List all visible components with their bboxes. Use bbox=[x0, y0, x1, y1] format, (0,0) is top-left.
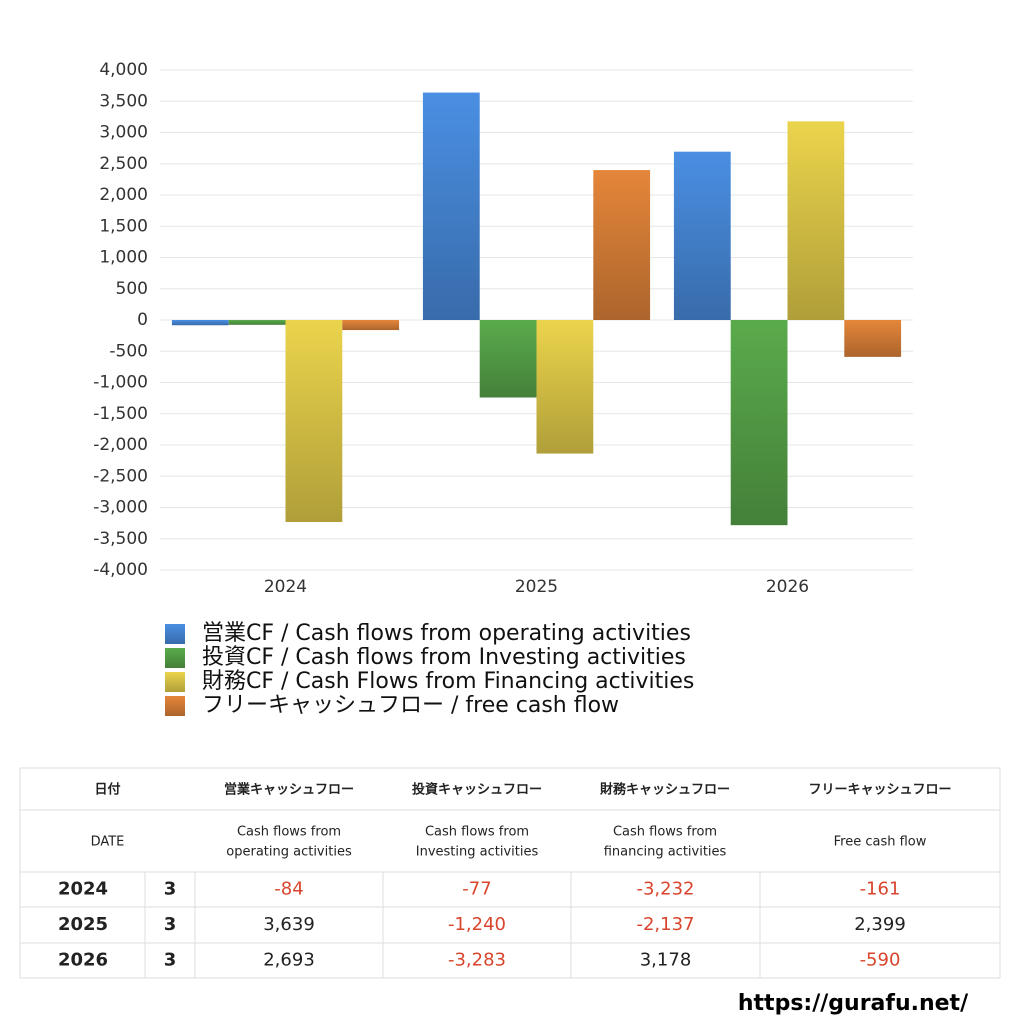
legend-swatch bbox=[165, 696, 185, 716]
y-tick-label: 500 bbox=[116, 279, 148, 299]
footer-url: https://gurafu.net/ bbox=[738, 991, 969, 1016]
table-header: 投資キャッシュフロー bbox=[412, 782, 542, 798]
table-subheader: Investing activities bbox=[416, 845, 539, 860]
legend-label: 財務CF / Cash Flows from Financing activit… bbox=[202, 669, 694, 694]
bar bbox=[342, 320, 400, 331]
bar bbox=[844, 320, 902, 357]
table-cell: 3,639 bbox=[263, 914, 315, 935]
legend-label: 投資CF / Cash flows from Investing activit… bbox=[202, 645, 686, 670]
table-cell: 3 bbox=[164, 879, 177, 900]
table-cell: 2,693 bbox=[263, 950, 315, 971]
y-tick-label: -4,000 bbox=[93, 560, 148, 580]
table-cell: 2025 bbox=[58, 914, 108, 935]
bar bbox=[285, 320, 343, 522]
bar bbox=[171, 320, 229, 326]
table-header: 日付 bbox=[94, 782, 120, 798]
table-cell: -590 bbox=[860, 950, 901, 971]
x-tick-label: 2026 bbox=[766, 577, 809, 597]
y-tick-label: -1,500 bbox=[93, 404, 148, 424]
table-subheader: financing activities bbox=[604, 845, 727, 860]
bar bbox=[593, 170, 651, 320]
legend-swatch bbox=[165, 672, 185, 692]
table-cell: 3,178 bbox=[640, 950, 692, 971]
y-tick-label: -2,000 bbox=[93, 435, 148, 455]
y-tick-label: -3,000 bbox=[93, 498, 148, 518]
table-subheader: Cash flows from bbox=[425, 825, 529, 840]
table-subheader: operating activities bbox=[226, 845, 352, 860]
table-cell: -161 bbox=[860, 879, 901, 900]
y-tick-label: 0 bbox=[137, 310, 148, 330]
legend-label: フリーキャッシュフロー / free cash flow bbox=[202, 693, 619, 718]
table-cell: 3 bbox=[164, 950, 177, 971]
x-tick-label: 2025 bbox=[515, 577, 558, 597]
table-subheader: Cash flows from bbox=[237, 825, 341, 840]
table-cell: -77 bbox=[462, 879, 491, 900]
table-cell: -3,283 bbox=[448, 950, 506, 971]
table-header: 営業キャッシュフロー bbox=[224, 782, 354, 798]
y-tick-label: 4,000 bbox=[99, 60, 148, 80]
x-tick-label: 2024 bbox=[264, 577, 307, 597]
y-tick-label: -3,500 bbox=[93, 529, 148, 549]
legend-label: 営業CF / Cash flows from operating activit… bbox=[202, 621, 691, 646]
table-cell: -84 bbox=[274, 879, 303, 900]
table-cell: 2026 bbox=[58, 950, 108, 971]
table-cell: 3 bbox=[164, 914, 177, 935]
y-tick-label: -2,500 bbox=[93, 466, 148, 486]
y-tick-label: 1,000 bbox=[99, 248, 148, 268]
bar bbox=[673, 151, 731, 320]
legend-swatch bbox=[165, 624, 185, 644]
y-tick-label: 2,500 bbox=[99, 154, 148, 174]
table-cell: -3,232 bbox=[636, 879, 694, 900]
table-subheader: Free cash flow bbox=[834, 835, 927, 850]
y-tick-label: -500 bbox=[109, 341, 148, 361]
bar bbox=[422, 92, 480, 320]
table-subheader: Cash flows from bbox=[613, 825, 717, 840]
legend-swatch bbox=[165, 648, 185, 668]
y-tick-label: 1,500 bbox=[99, 216, 148, 236]
bar bbox=[787, 121, 845, 320]
table-header: フリーキャッシュフロー bbox=[808, 783, 951, 798]
y-tick-label: 3,500 bbox=[99, 91, 148, 111]
y-tick-label: 2,000 bbox=[99, 185, 148, 205]
table-header: 財務キャッシュフロー bbox=[599, 782, 730, 798]
bar bbox=[730, 320, 788, 526]
bar bbox=[536, 320, 594, 454]
table-cell: 2024 bbox=[58, 879, 108, 900]
y-tick-label: 3,000 bbox=[99, 123, 148, 143]
bar bbox=[479, 320, 537, 398]
table-cell: -1,240 bbox=[448, 914, 506, 935]
table-cell: 2,399 bbox=[854, 914, 906, 935]
y-tick-label: -1,000 bbox=[93, 373, 148, 393]
table-cell: -2,137 bbox=[636, 914, 694, 935]
bar bbox=[228, 320, 286, 325]
table-subheader: DATE bbox=[91, 835, 125, 850]
